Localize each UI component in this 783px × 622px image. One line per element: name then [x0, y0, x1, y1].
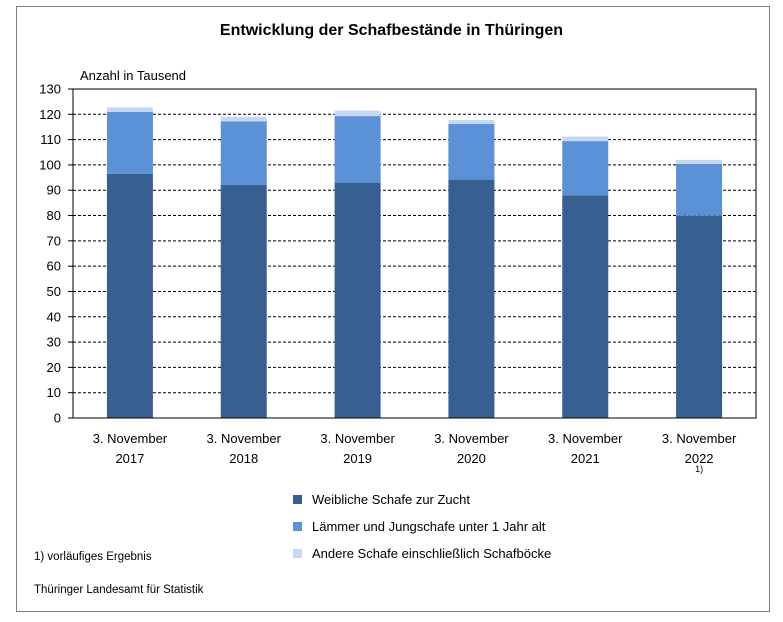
legend-swatch: [293, 495, 302, 504]
x-tick-label: 3. November: [93, 431, 168, 446]
x-tick-label: 3. November: [320, 431, 395, 446]
y-tick-label: 20: [47, 360, 61, 375]
y-tick-label: 10: [47, 385, 61, 400]
legend-swatch: [293, 549, 302, 558]
x-tick-label: 2018: [229, 451, 258, 466]
legend-item: Weibliche Schafe zur Zucht: [293, 486, 551, 513]
chart-title: Entwicklung der Schafbestände in Thüring…: [219, 22, 564, 39]
chart-frame: [16, 6, 770, 612]
x-tick-note: 1): [695, 464, 703, 474]
bar-segment: [220, 184, 267, 418]
source-note: Thüringer Landesamt für Statistik: [34, 584, 204, 596]
bar-segment: [220, 121, 267, 185]
bar-segment: [676, 159, 723, 164]
y-tick-label: 100: [39, 157, 61, 172]
plot-area: [73, 89, 756, 418]
legend-label: Weibliche Schafe zur Zucht: [312, 492, 470, 507]
legend-label: Andere Schafe einschließlich Schafböcke: [312, 546, 552, 561]
legend-label: Lämmer und Jungschafe unter 1 Jahr alt: [312, 519, 546, 534]
y-tick-label: 0: [54, 411, 61, 426]
grid-lines: [73, 89, 756, 418]
y-tick-label: 40: [47, 309, 61, 324]
y-tick-label: 80: [47, 208, 61, 223]
bar-segment: [448, 123, 495, 180]
x-tick-label: 3. November: [207, 431, 282, 446]
bar-segment: [106, 173, 153, 418]
bars: [106, 107, 723, 418]
y-tick-label: 50: [47, 284, 61, 299]
bar-segment: [562, 195, 609, 418]
plot-border: [72, 88, 757, 419]
y-tick-label: 90: [47, 183, 61, 198]
bar-segment: [562, 141, 609, 196]
y-tick-label: 120: [39, 107, 61, 122]
bar-segment: [334, 116, 381, 183]
bar-segment: [448, 179, 495, 418]
footnote: 1) vorläufiges Ergebnis: [34, 551, 152, 563]
y-tick-label: 130: [39, 82, 61, 97]
legend: Weibliche Schafe zur Zucht Lämmer und Ju…: [293, 486, 551, 567]
y-tick-label: 30: [47, 335, 61, 350]
y-axis-label: Anzahl in Tausend: [80, 68, 187, 83]
bar-segment: [334, 182, 381, 418]
y-tick-label: 110: [40, 132, 61, 147]
x-tick-label: 3. November: [434, 431, 509, 446]
legend-item: Andere Schafe einschließlich Schafböcke: [293, 540, 551, 567]
x-tick-label: 2019: [343, 451, 372, 466]
y-tick-label: 70: [47, 233, 61, 248]
legend-item: Lämmer und Jungschafe unter 1 Jahr alt: [293, 513, 551, 540]
x-tick-label: 2020: [457, 451, 486, 466]
bar-segment: [220, 116, 267, 122]
bar-segment: [448, 120, 495, 124]
bar-segment: [676, 215, 723, 418]
y-tick-label: 60: [47, 259, 61, 274]
legend-swatch: [293, 522, 302, 531]
x-tick-label: 3. November: [662, 431, 737, 446]
bar-segment: [106, 111, 153, 174]
tick-labels: 0 10 20 30 40 50 60 70 80 90 100 110 120 130 3. Novemb…: [39, 82, 737, 475]
x-tick-label: 2017: [115, 451, 144, 466]
axes: [68, 88, 757, 419]
bar-segment: [562, 136, 609, 142]
x-tick-label: 2021: [571, 451, 600, 466]
bar-segment: [334, 110, 381, 117]
x-tick-label: 3. November: [548, 431, 623, 446]
bar-segment: [676, 163, 723, 216]
x-tick-label: 2022: [685, 451, 714, 466]
bar-segment: [106, 107, 153, 112]
